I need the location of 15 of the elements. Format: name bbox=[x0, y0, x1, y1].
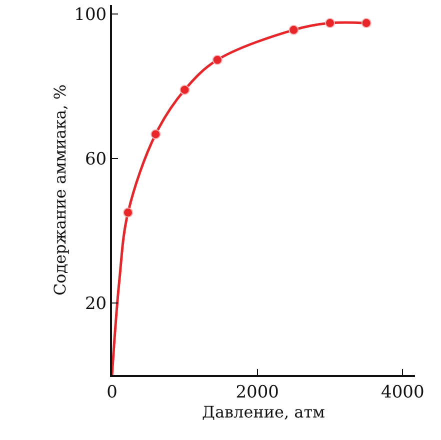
x-axis-title: Давление, атм bbox=[202, 402, 325, 422]
point bbox=[212, 54, 222, 65]
point bbox=[180, 84, 190, 95]
y-tick-label: 20 bbox=[84, 294, 107, 314]
point bbox=[288, 24, 299, 35]
y-tick-label: 100 bbox=[74, 4, 107, 25]
x-tick-label: 0 bbox=[106, 382, 118, 402]
point bbox=[122, 208, 133, 218]
y-tick-label: 60 bbox=[84, 149, 107, 170]
point bbox=[150, 129, 161, 140]
y-axis-title: Содержание аммиака, % bbox=[50, 84, 70, 296]
x-tick-label: 2000 bbox=[236, 382, 279, 402]
point bbox=[324, 18, 335, 28]
point bbox=[361, 18, 372, 28]
x-tick-label: 4000 bbox=[381, 382, 424, 402]
